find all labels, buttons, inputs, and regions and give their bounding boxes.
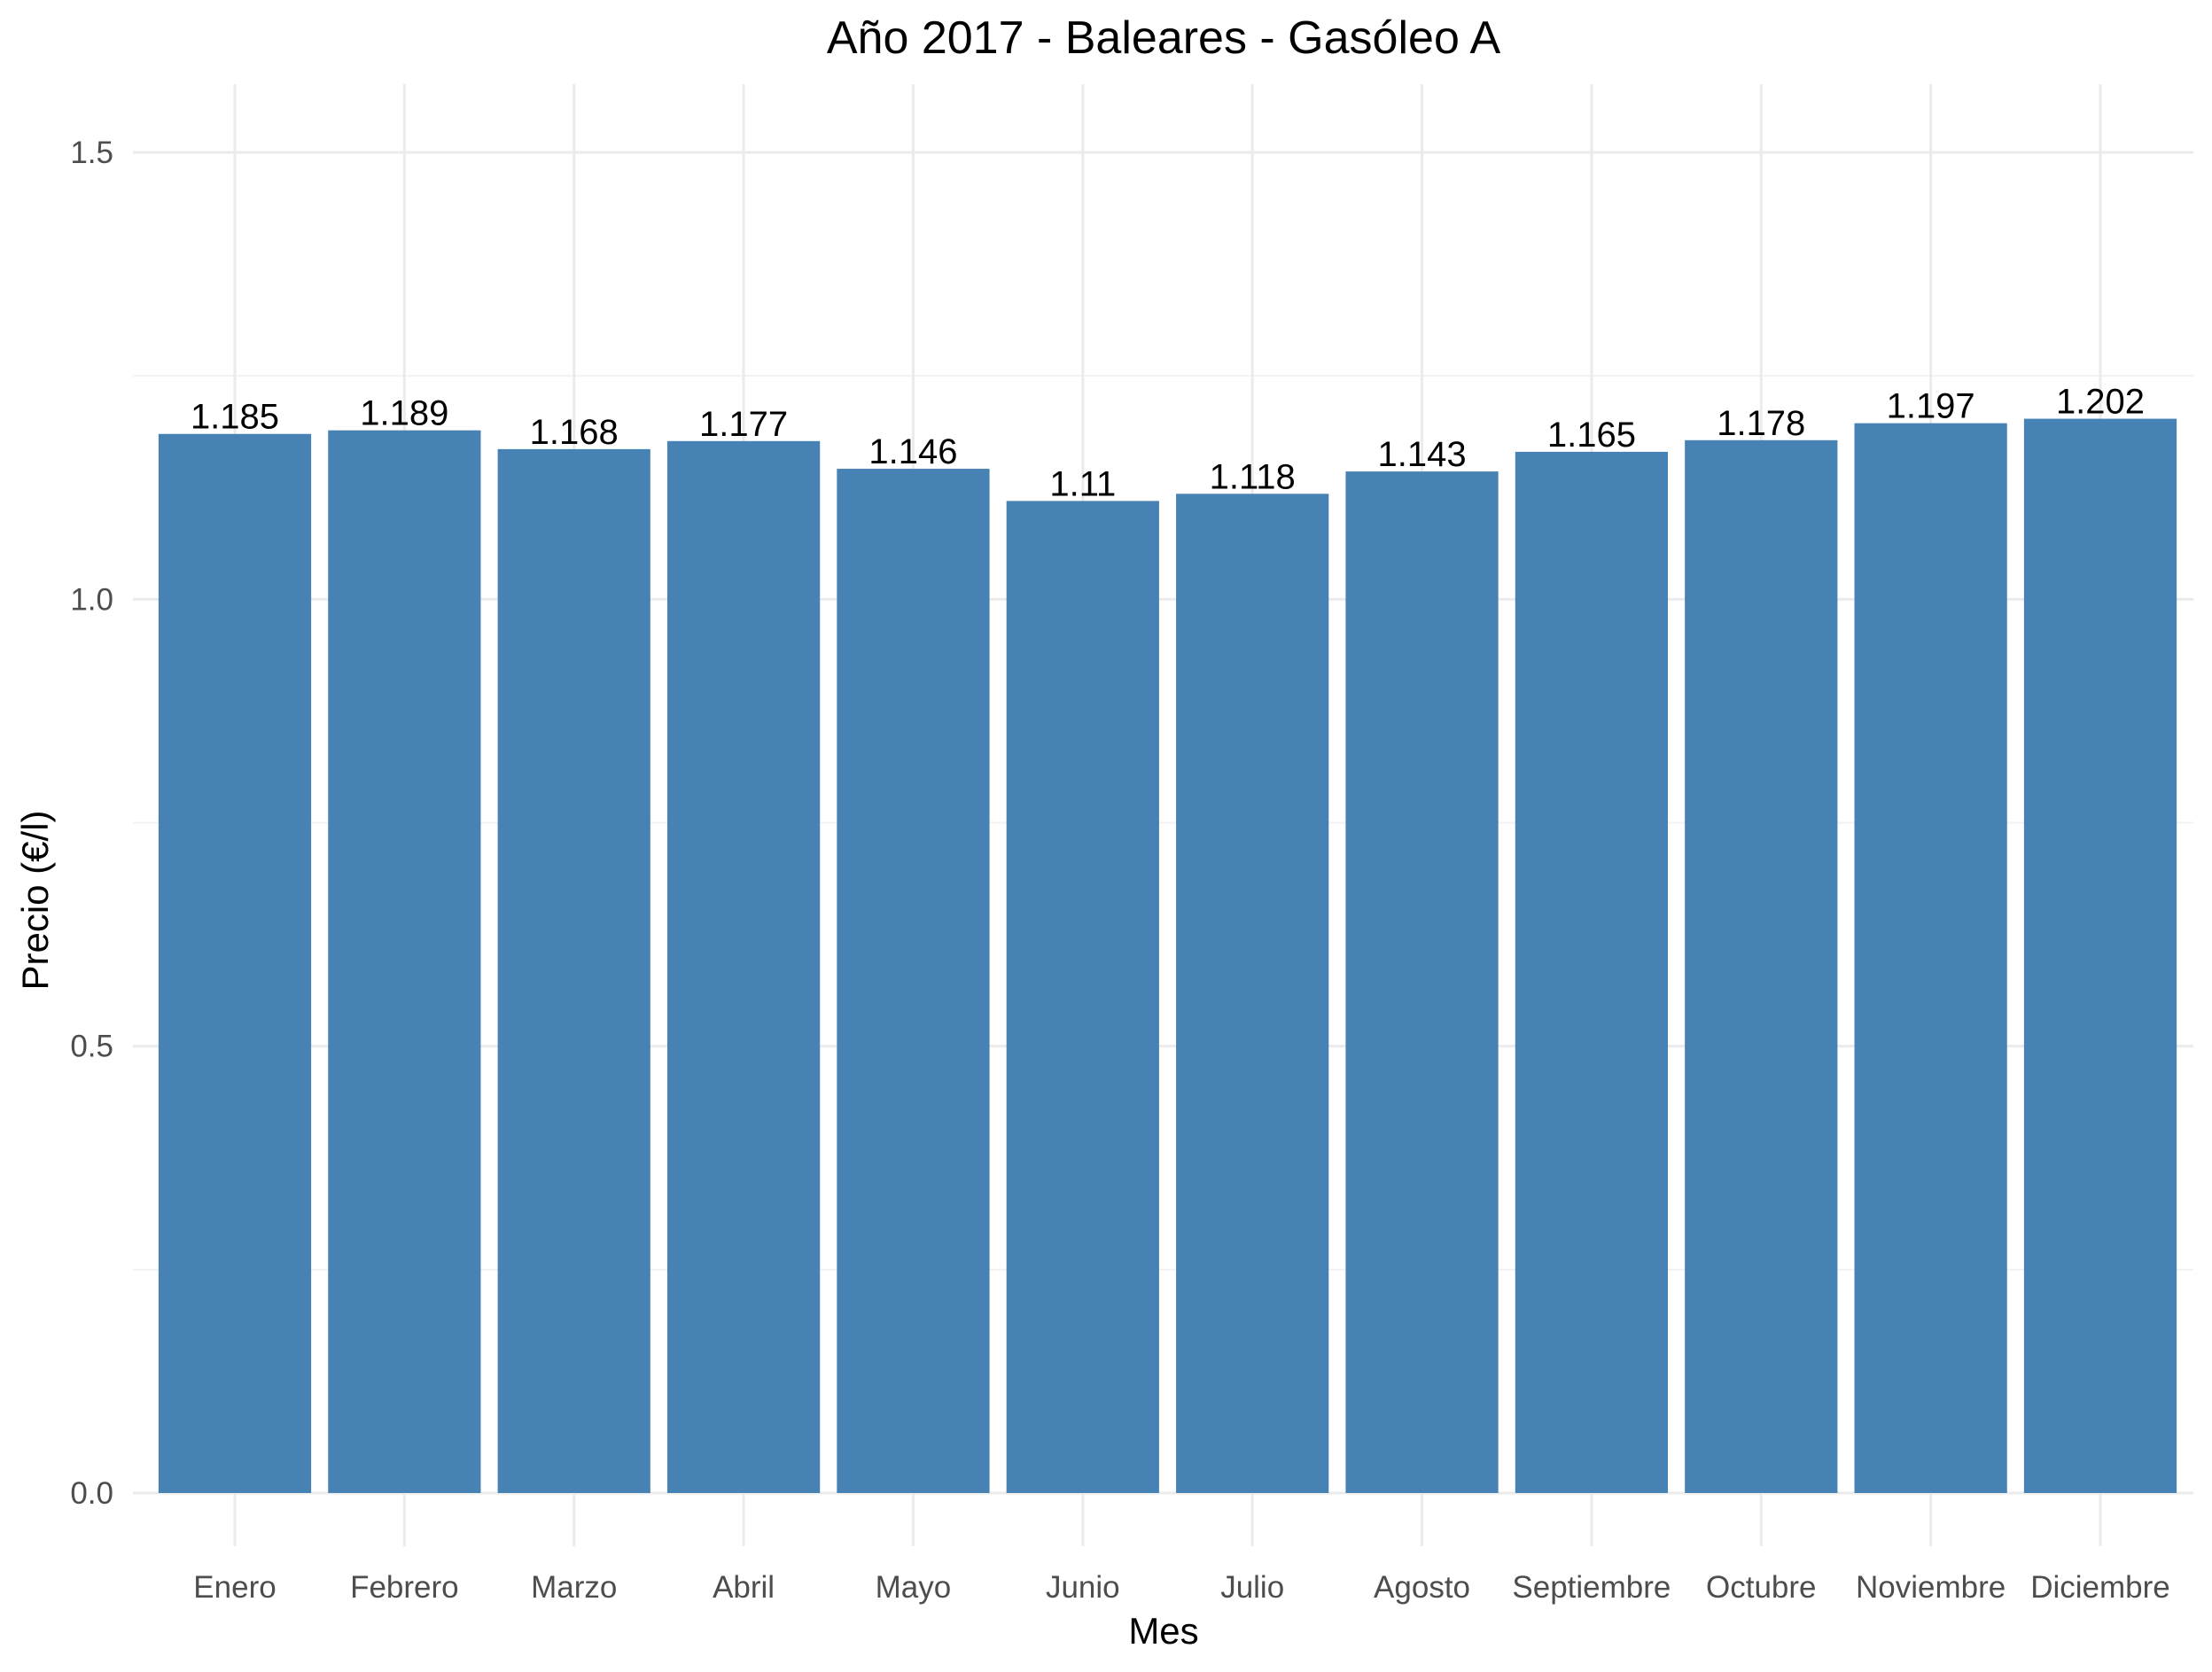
- chart-title: Año 2017 - Baleares - Gasóleo A: [827, 12, 1501, 64]
- data-label: 1.197: [1887, 387, 1975, 426]
- data-label: 1.189: [360, 394, 448, 433]
- bar-mayo: [837, 469, 990, 1493]
- data-label: 1.178: [1717, 404, 1805, 443]
- bar-diciembre: [2023, 418, 2177, 1494]
- data-label: 1.11: [1049, 464, 1116, 503]
- data-label: 1.165: [1547, 416, 1636, 455]
- y-tick-label: 0.5: [70, 1030, 113, 1064]
- x-tick-label: Mayo: [876, 1570, 952, 1605]
- data-label: 1.202: [2056, 383, 2145, 422]
- data-label: 1.177: [699, 405, 788, 444]
- x-tick-labels: Enero Febrero Marzo Abril Mayo Junio Julio Agos…: [193, 1570, 2169, 1605]
- bar-junio: [1006, 501, 1159, 1493]
- x-tick-label: Abril: [713, 1570, 775, 1605]
- data-label: 1.118: [1210, 457, 1296, 496]
- y-tick-labels: 0.0 0.5 1.0 1.5: [70, 136, 113, 1511]
- x-tick-label: Noviembre: [1856, 1570, 2006, 1605]
- x-tick-label: Octubre: [1706, 1570, 1817, 1605]
- bar-septiembre: [1515, 451, 1669, 1493]
- x-tick-label: Febrero: [350, 1570, 459, 1605]
- x-tick-label: Marzo: [531, 1570, 617, 1605]
- x-tick-label: Julio: [1220, 1570, 1284, 1605]
- bar-noviembre: [1854, 423, 2007, 1494]
- y-axis-title: Precio (€/l): [14, 810, 56, 990]
- bar-febrero: [328, 430, 481, 1494]
- x-tick-label: Septiembre: [1512, 1570, 1671, 1605]
- data-label: 1.168: [530, 413, 619, 452]
- bar-marzo: [497, 448, 650, 1493]
- y-tick-label: 1.5: [70, 136, 113, 170]
- x-tick-label: Junio: [1046, 1570, 1120, 1605]
- x-tick-label: Enero: [193, 1570, 276, 1605]
- bars: [158, 418, 2177, 1494]
- x-tick-label: Agosto: [1374, 1570, 1470, 1605]
- bar-julio: [1176, 494, 1329, 1493]
- data-label: 1.185: [191, 398, 279, 437]
- bar-abril: [666, 440, 821, 1494]
- x-tick-label: Diciembre: [2030, 1570, 2170, 1605]
- data-labels: 1.185 1.189 1.168 1.177 1.146 1.11 1.118 1.143 1…: [191, 383, 2145, 504]
- y-tick-label: 0.0: [70, 1476, 113, 1511]
- bar-octubre: [1685, 439, 1838, 1494]
- data-label: 1.143: [1377, 435, 1466, 474]
- y-tick-label: 1.0: [70, 582, 113, 617]
- x-axis-title: Mes: [1128, 1610, 1198, 1652]
- bar-enero: [158, 433, 312, 1494]
- data-label: 1.146: [868, 432, 957, 471]
- bar-agosto: [1345, 471, 1499, 1493]
